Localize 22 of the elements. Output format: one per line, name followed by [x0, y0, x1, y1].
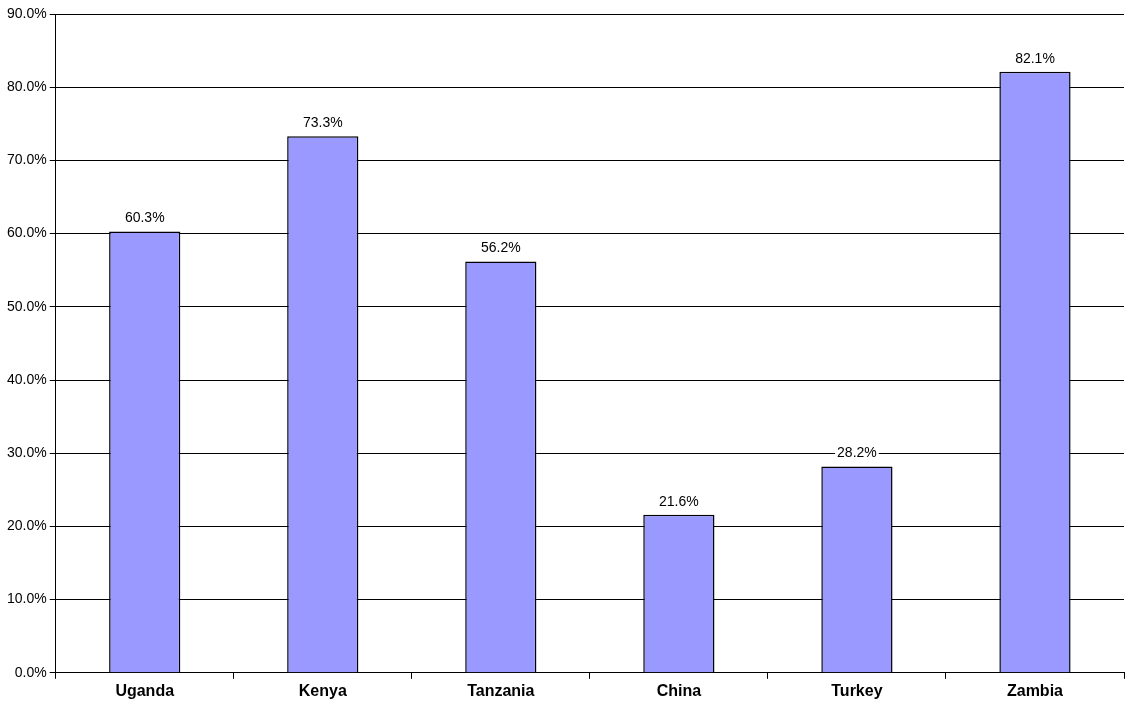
x-tick-label: China: [656, 681, 702, 699]
y-tick-label: 10.0%: [6, 590, 47, 607]
y-tick-label: 30.0%: [6, 444, 47, 461]
data-label: 73.3%: [302, 114, 343, 131]
y-tick-label: 40.0%: [6, 370, 47, 387]
y-tick-label: 20.0%: [6, 517, 47, 534]
x-tick-label: Kenya: [298, 681, 347, 699]
y-tick-label: 80.0%: [6, 78, 47, 95]
data-label: 60.3%: [124, 209, 165, 226]
data-label: 28.2%: [837, 444, 877, 461]
x-tick-label: Turkey: [831, 681, 883, 699]
data-label: 56.2%: [480, 239, 521, 256]
y-tick-label: 70.0%: [6, 151, 47, 168]
x-tick-label: Zambia: [1006, 681, 1064, 699]
y-tick-label: 50.0%: [6, 297, 47, 314]
data-label: 21.6%: [659, 492, 699, 509]
x-tick-label: Tanzania: [467, 681, 535, 699]
x-tick-label: Uganda: [115, 681, 175, 699]
y-tick-label: 60.0%: [6, 224, 47, 241]
y-tick-label: 90.0%: [6, 4, 47, 21]
data-label: 82.1%: [1015, 49, 1055, 66]
y-tick-label: 0.0%: [14, 663, 47, 680]
